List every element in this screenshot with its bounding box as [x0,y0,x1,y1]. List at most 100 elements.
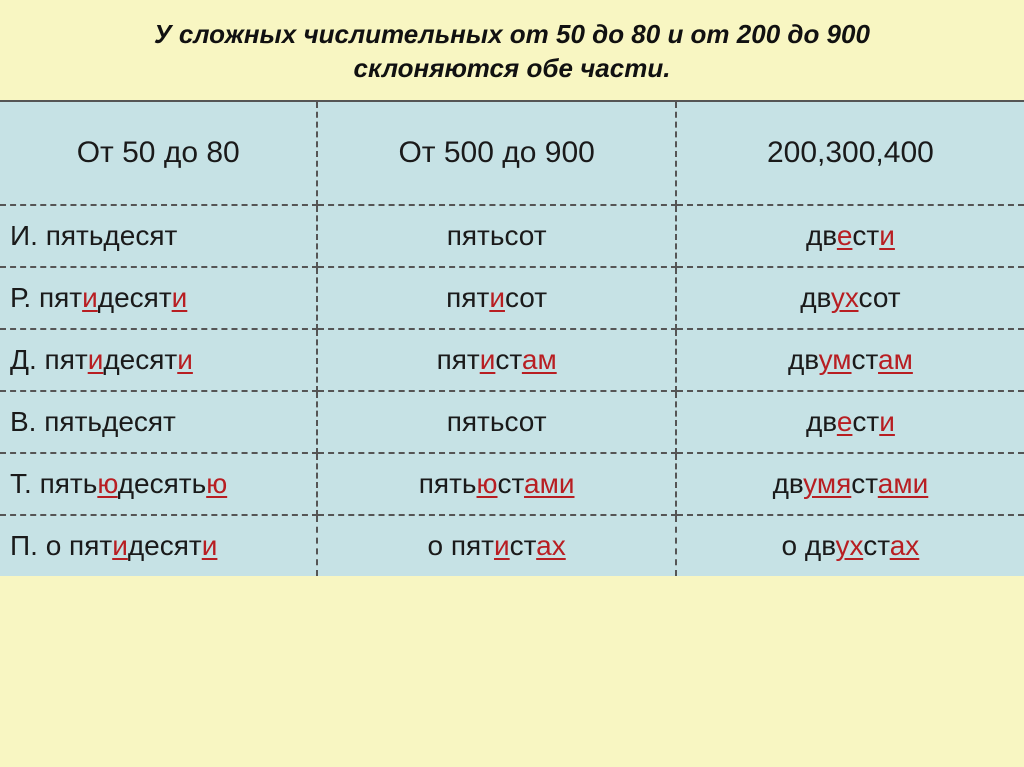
highlight: и [879,220,895,251]
table-row: П. о пятидесяти о пятистах о двухстах [0,515,1024,576]
word-part: пять [40,468,98,499]
highlight: и [879,406,895,437]
cell-dat-200: двумстам [676,329,1024,391]
word: пятьдесят [46,220,178,251]
cell-pre-200: о двухстах [676,515,1024,576]
cell-acc-200: двести [676,391,1024,453]
highlight: ам [878,344,913,375]
case-label: В. [10,406,36,437]
header-row: От 50 до 80 От 500 до 900 200,300,400 [0,101,1024,205]
word-part: ст [495,344,522,375]
case-label: Р. [10,282,31,313]
cell-pre-500: о пятистах [317,515,675,576]
cell-ins-500: пятьюстами [317,453,675,515]
word-part: ст [510,530,537,561]
highlight: ю [477,468,498,499]
prefix: о [46,530,69,561]
table-row: Д. пятидесяти пятистам двумстам [0,329,1024,391]
highlight: ами [524,468,574,499]
highlight: и [112,530,128,561]
word-part: десят [103,344,177,375]
word-part: сот [505,282,547,313]
case-label: Д. [10,344,37,375]
cell-dat-50: Д. пятидесяти [0,329,317,391]
table-row: Т. пятьюдесятью пятьюстами двумястами [0,453,1024,515]
prefix: о [782,530,805,561]
highlight: и [494,530,510,561]
word-part: ст [863,530,890,561]
cell-dat-500: пятистам [317,329,675,391]
cell-ins-200: двумястами [676,453,1024,515]
cell-nom-50: И. пятьдесят [0,205,317,267]
word-part: ст [851,468,878,499]
word-part: ст [498,468,525,499]
cell-nom-500: пятьсот [317,205,675,267]
highlight: умя [803,468,851,499]
highlight: и [489,282,505,313]
word-part: ст [852,406,879,437]
word-part: пят [45,344,88,375]
word-part: дв [806,220,837,251]
word-part: пят [437,344,480,375]
word-part: десят [98,282,172,313]
highlight: ух [836,530,864,561]
header-col-3: 200,300,400 [676,101,1024,205]
word-part: дв [788,344,819,375]
case-label: П. [10,530,38,561]
header-col-2: От 500 до 900 [317,101,675,205]
word-part: десять [118,468,206,499]
word-part: ст [852,220,879,251]
table-row: Р. пятидесяти пятисот двухсот [0,267,1024,329]
highlight: е [837,220,853,251]
slide: У сложных числительных от 50 до 80 и от … [0,0,1024,767]
highlight: и [172,282,188,313]
word-part: пят [446,282,489,313]
cell-gen-50: Р. пятидесяти [0,267,317,329]
word-part: сот [859,282,901,313]
highlight: и [202,530,218,561]
word-part: пять [419,468,477,499]
title-line-1: У сложных числительных от 50 до 80 и от … [154,19,870,49]
declension-table: От 50 до 80 От 500 до 900 200,300,400 И.… [0,100,1024,576]
highlight: ум [819,344,852,375]
title-line-2: склоняются обе части. [354,53,671,83]
highlight: ю [97,468,117,499]
highlight: ами [878,468,928,499]
highlight: ух [831,282,859,313]
cell-acc-50: В. пятьдесят [0,391,317,453]
cell-ins-50: Т. пятьюдесятью [0,453,317,515]
highlight: ю [206,468,227,499]
cell-gen-200: двухсот [676,267,1024,329]
word-part: дв [806,406,837,437]
word: пятьсот [447,406,547,437]
cell-gen-500: пятисот [317,267,675,329]
word-part: десят [128,530,202,561]
word-part: дв [805,530,836,561]
cell-pre-50: П. о пятидесяти [0,515,317,576]
highlight: и [88,344,104,375]
case-label: И. [10,220,38,251]
header-col-1: От 50 до 80 [0,101,317,205]
highlight: и [82,282,98,313]
word-part: пят [451,530,494,561]
table-row: И. пятьдесят пятьсот двести [0,205,1024,267]
highlight: ах [890,530,920,561]
word-part: пят [69,530,112,561]
slide-title: У сложных числительных от 50 до 80 и от … [0,0,1024,100]
highlight: ам [522,344,557,375]
highlight: и [177,344,193,375]
word: пятьсот [447,220,547,251]
case-label: Т. [10,468,32,499]
word-part: ст [852,344,879,375]
highlight: ах [536,530,566,561]
cell-nom-200: двести [676,205,1024,267]
highlight: и [480,344,496,375]
word-part: дв [800,282,831,313]
prefix: о [428,530,451,561]
word-part: пят [39,282,82,313]
word: пятьдесят [44,406,176,437]
cell-acc-500: пятьсот [317,391,675,453]
highlight: е [837,406,853,437]
table-row: В. пятьдесят пятьсот двести [0,391,1024,453]
word-part: дв [773,468,804,499]
